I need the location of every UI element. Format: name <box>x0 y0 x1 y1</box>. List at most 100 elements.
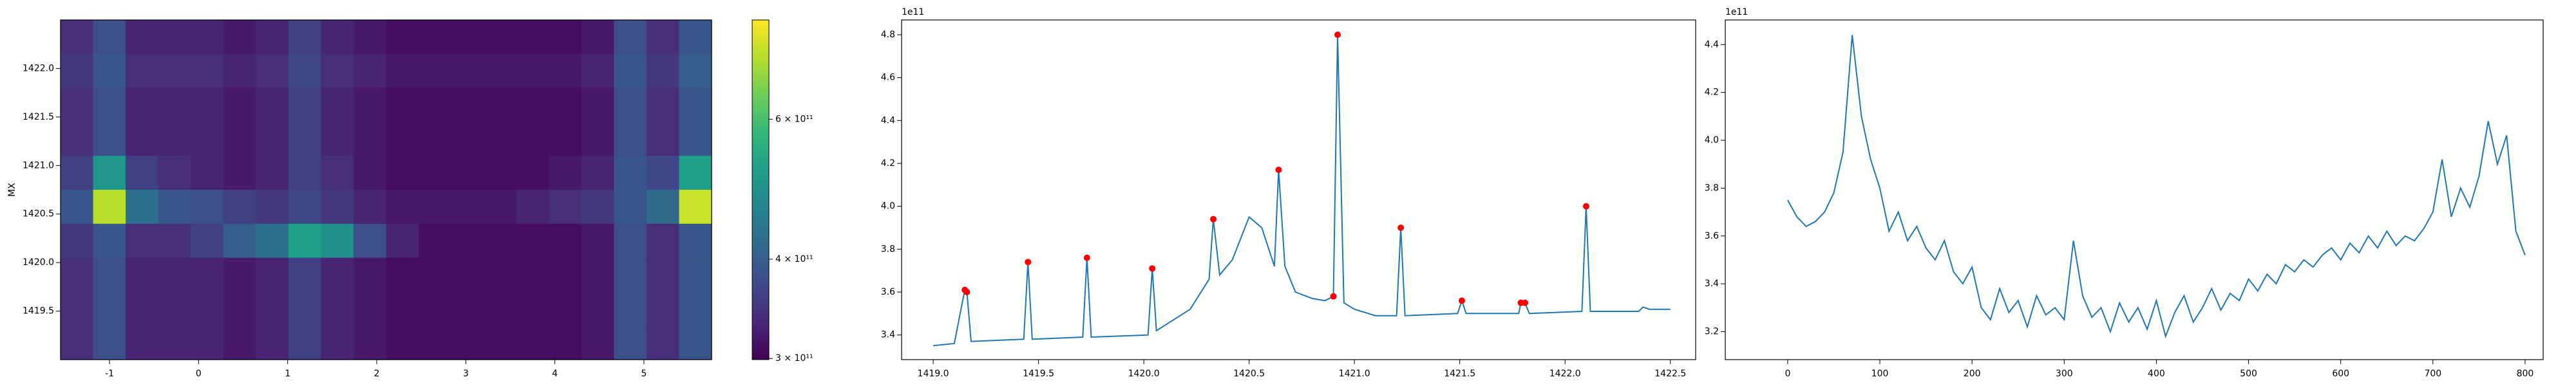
heatmap-cell <box>158 53 191 89</box>
heatmap-cell <box>549 190 582 225</box>
heatmap-cell <box>679 223 712 259</box>
heatmap-cell <box>158 156 191 190</box>
y-tick-label: 4.4 <box>1705 39 1719 50</box>
heatmap-cell <box>451 53 484 89</box>
heatmap-cell <box>353 326 387 360</box>
x-tick-label: 1421.0 <box>1339 369 1370 379</box>
heatmap-cell <box>93 257 126 292</box>
heatmap-cell <box>93 326 126 360</box>
y-tick-label: 3.8 <box>881 244 895 254</box>
heatmap-cell <box>679 326 712 360</box>
heatmap-cell <box>614 20 647 55</box>
y-tick-label: 4.6 <box>881 73 895 83</box>
heatmap-cell <box>353 190 387 225</box>
heatmap-cell <box>158 257 191 292</box>
heatmap-cell <box>484 156 517 190</box>
heatmap-cell <box>451 87 484 122</box>
heatmap-cell <box>516 291 549 326</box>
heatmap-cell <box>484 257 517 292</box>
x-tick-label: -1 <box>105 369 114 379</box>
heatmap-cell <box>61 122 94 156</box>
x-tick-label: 400 <box>2148 369 2165 379</box>
peak-marker <box>1149 265 1156 272</box>
heatmap-cell <box>93 156 126 190</box>
heatmap-cell <box>484 326 517 360</box>
heatmap-cell <box>386 87 419 122</box>
y-tick-label: 4.0 <box>881 201 895 212</box>
heatmap-cell <box>321 53 354 89</box>
heatmap-cell <box>646 291 680 326</box>
heatmap-cell <box>288 20 321 55</box>
y-tick-label: 3.2 <box>1705 326 1719 336</box>
heatmap-cell <box>158 122 191 156</box>
heatmap-cell <box>614 257 647 292</box>
heatmap-cell <box>646 156 680 190</box>
heatmap-cell <box>61 53 94 89</box>
heatmap-cell <box>419 156 452 190</box>
peak-marker <box>1210 216 1217 223</box>
heatmap-cell <box>223 190 256 225</box>
y-tick-label: 4.2 <box>881 158 895 169</box>
y-tick-label: 4.0 <box>1705 135 1719 145</box>
heatmap-cell <box>419 190 452 225</box>
heatmap-cell <box>646 190 680 225</box>
heatmap-cell <box>191 257 224 292</box>
heatmap-cell <box>386 291 419 326</box>
heatmap-cell <box>451 326 484 360</box>
heatmap-cell <box>288 190 321 225</box>
heatmap-cell <box>321 223 354 259</box>
heatmap-cell <box>256 122 289 156</box>
axis-offset-label: 1e11 <box>902 7 924 17</box>
heatmap-cell <box>581 257 614 292</box>
heatmap-cell <box>93 223 126 259</box>
x-tick-label: 700 <box>2424 369 2441 379</box>
y-tick-label: 1419.5 <box>23 306 54 317</box>
heatmap-cell <box>679 20 712 55</box>
heatmap-cell <box>581 53 614 89</box>
heatmap-cell <box>256 20 289 55</box>
heatmap-cell <box>191 326 224 360</box>
heatmap-cell <box>158 223 191 259</box>
heatmap-cell <box>256 257 289 292</box>
peak-marker <box>1275 167 1282 173</box>
heatmap-cell <box>646 20 680 55</box>
x-tick-label: 0 <box>1785 369 1790 379</box>
y-tick-label: 4.8 <box>881 30 895 40</box>
heatmap-cell <box>386 156 419 190</box>
heatmap-cell <box>516 156 549 190</box>
heatmap-cell <box>581 190 614 225</box>
heatmap-cell <box>646 326 680 360</box>
heatmap-cell <box>419 20 452 55</box>
heatmap-cell <box>646 257 680 292</box>
heatmap-cell <box>61 20 94 55</box>
heatmap-cell <box>61 156 94 190</box>
heatmap-cell <box>549 20 582 55</box>
heatmap-cell <box>61 257 94 292</box>
heatmap-cell <box>614 326 647 360</box>
heatmap-cell <box>581 87 614 122</box>
heatmap-cell <box>288 291 321 326</box>
heatmap-cell <box>223 223 256 259</box>
heatmap-cell <box>256 291 289 326</box>
heatmap-cell <box>646 223 680 259</box>
line <box>933 34 1671 347</box>
y-tick-label: 3.8 <box>1705 183 1719 193</box>
heatmap-cell <box>549 156 582 190</box>
y-tick-label: 3.6 <box>881 287 895 297</box>
heatmap-cell <box>419 326 452 360</box>
heatmap-cell <box>223 122 256 156</box>
x-tick-label: 200 <box>1964 369 1981 379</box>
x-tick-label: 1420.0 <box>1128 369 1160 379</box>
heatmap-cell <box>61 291 94 326</box>
heatmap-cell <box>353 223 387 259</box>
heatmap-cell <box>126 87 159 122</box>
heatmap-cell <box>321 122 354 156</box>
heatmap-cell <box>581 20 614 55</box>
heatmap-cell <box>484 53 517 89</box>
heatmap-cell <box>419 223 452 259</box>
heatmap-cell <box>549 257 582 292</box>
heatmap-cell <box>223 156 256 190</box>
axes-frame <box>60 19 712 360</box>
heatmap-cell <box>158 87 191 122</box>
heatmap-cell <box>191 20 224 55</box>
